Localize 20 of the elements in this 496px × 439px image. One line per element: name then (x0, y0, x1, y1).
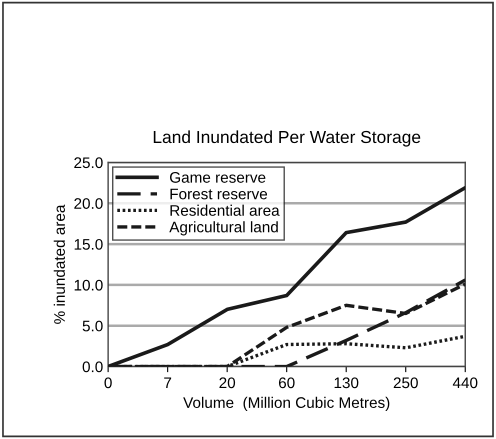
y-tick-label: 5.0 (82, 320, 103, 332)
legend-label: Forest reserve (170, 188, 268, 200)
y-tick-label: 20.0 (74, 198, 103, 209)
y-tick-label: 10.0 (74, 280, 103, 291)
y-tick-label: 0.0 (82, 361, 103, 372)
legend-label: Game reserve (170, 172, 266, 183)
x-axis-title: Volume (Million Cubic Metres) (183, 396, 390, 412)
x-tick-label: 130 (334, 377, 358, 388)
chart-title: Land Inundated Per Water Storage (154, 130, 420, 147)
x-tick-label: 440 (452, 377, 478, 388)
legend-label: Agricultural land (169, 221, 278, 236)
x-tick-label: 7 (164, 378, 172, 388)
x-tick-label: 250 (394, 377, 418, 388)
x-tick-label: 60 (278, 377, 295, 388)
y-tick-label: 15.0 (74, 238, 103, 250)
y-tick-label: 25.0 (74, 157, 103, 168)
legend-label: Residential area (170, 204, 280, 216)
x-tick-label: 0 (104, 377, 112, 388)
x-tick-label: 20 (219, 377, 236, 388)
y-axis-title: % inundated area (54, 204, 65, 324)
